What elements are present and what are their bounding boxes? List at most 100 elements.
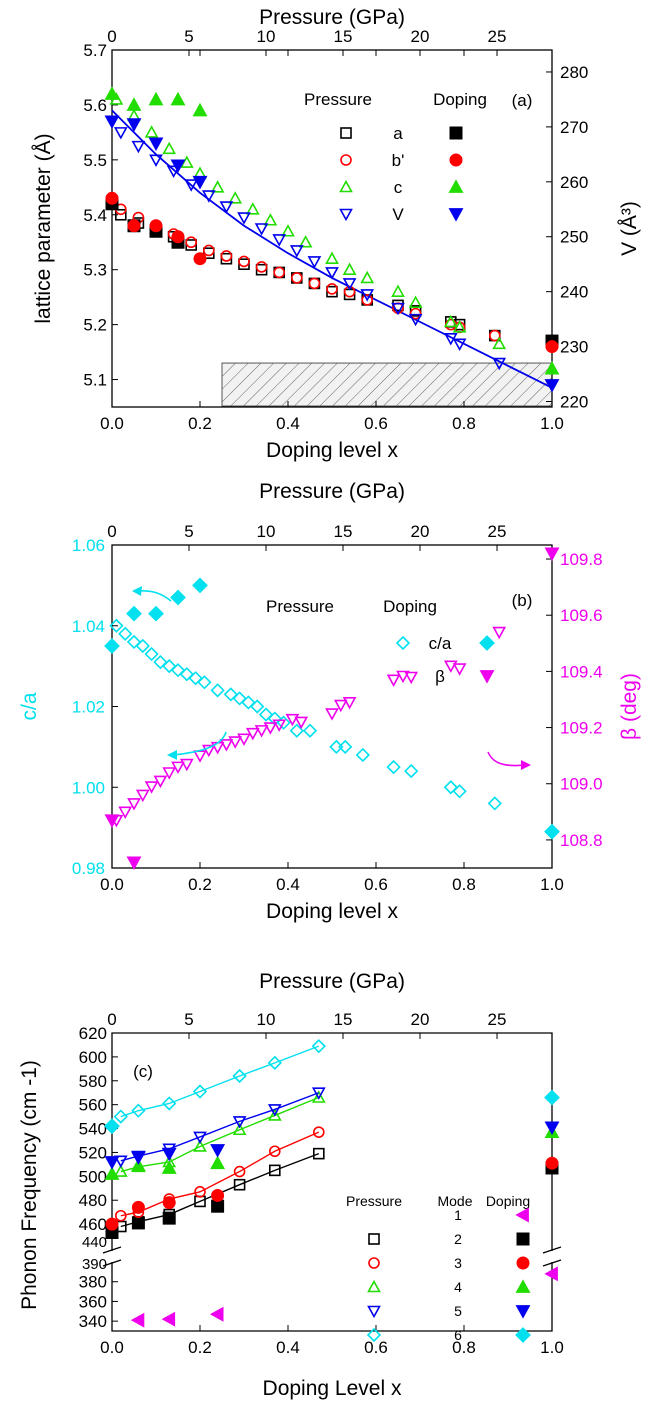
data-point-pressure-mode-3 xyxy=(233,1165,246,1178)
y-tick-label: 540 xyxy=(79,1120,107,1139)
y2-tick-label: 240 xyxy=(560,283,588,302)
data-point-pressure-3 xyxy=(325,267,339,280)
y2-tick-label: 109.8 xyxy=(560,550,603,569)
data-point-pressure-mode-5 xyxy=(311,1087,326,1100)
data-point-pressure-2 xyxy=(298,235,313,248)
x-tick-label: 0.8 xyxy=(452,1338,476,1357)
data-point-doping-mode-1 xyxy=(161,1311,176,1327)
legend-label: V xyxy=(392,205,404,224)
data-point-pressure-0 xyxy=(258,707,274,722)
data-point-pressure-mode-5 xyxy=(267,1104,282,1117)
y-axis-title: Phonon Frequency (cm -1) xyxy=(18,1060,41,1310)
data-point-pressure-mode-4 xyxy=(311,1090,326,1103)
x2-tick-label: 10 xyxy=(257,522,276,541)
data-point-pressure-3 xyxy=(272,234,287,247)
data-point-doping-7 xyxy=(126,118,142,132)
legend-marker-doping xyxy=(449,153,463,167)
y-tick-label: 580 xyxy=(79,1072,107,1091)
data-point-pressure-1 xyxy=(325,708,339,721)
x-axis-title: Doping Level x xyxy=(263,1377,402,1400)
data-point-pressure-3 xyxy=(201,190,216,203)
legend-header-doping: Doping xyxy=(383,597,437,616)
data-point-pressure-mode-6 xyxy=(232,1068,247,1084)
data-point-pressure-mode-4 xyxy=(113,1164,128,1177)
y2-tick-label: 250 xyxy=(560,228,588,247)
y2-tick-label: 109.2 xyxy=(560,719,603,738)
data-point-doping-mode-5 xyxy=(104,1156,120,1170)
legend-marker-pressure xyxy=(367,1279,381,1293)
data-point-doping-7 xyxy=(148,137,164,152)
data-point-pressure-1 xyxy=(237,733,251,746)
data-point-doping-mode-6 xyxy=(104,1118,120,1135)
data-point-doping-mode-5 xyxy=(161,1147,177,1162)
data-point-pressure-1 xyxy=(135,789,150,803)
legend-marker-doping xyxy=(515,1305,531,1319)
data-point-doping-2 xyxy=(192,577,208,594)
data-point-pressure-mode-6 xyxy=(131,1103,146,1118)
legend-marker-doping xyxy=(515,1207,529,1223)
data-point-doping-5 xyxy=(105,191,119,205)
legend-marker-pressure xyxy=(340,154,352,166)
data-point-pressure-1 xyxy=(118,806,133,819)
legend-mode-label: 3 xyxy=(454,1255,462,1271)
data-point-pressure-3 xyxy=(360,289,375,302)
legend-mode-label: 4 xyxy=(454,1279,462,1295)
legend-mode-label: 2 xyxy=(454,1231,462,1247)
data-point-pressure-mode-3 xyxy=(268,1145,281,1158)
data-point-doping-mode-4 xyxy=(210,1155,226,1170)
axis-break-mark xyxy=(102,1259,122,1267)
y2-tick-label: 109.6 xyxy=(560,606,603,625)
data-point-doping-2 xyxy=(126,605,142,622)
legend-header-pressure: Pressure xyxy=(304,90,372,109)
data-point-pressure-1 xyxy=(273,266,286,279)
x2-tick-label: 5 xyxy=(184,522,193,541)
y-tick-label: 520 xyxy=(79,1143,107,1162)
legend-marker-pressure xyxy=(340,127,352,139)
data-point-pressure-2 xyxy=(360,270,375,284)
panel-label: (c) xyxy=(133,1062,153,1081)
data-point-doping-5 xyxy=(149,219,163,233)
data-point-pressure-0 xyxy=(144,646,159,662)
data-point-pressure-1 xyxy=(179,758,194,772)
data-point-pressure-0 xyxy=(289,723,304,738)
y2-tick-label: 280 xyxy=(560,63,588,82)
x2-tick-label: 15 xyxy=(334,1010,353,1029)
data-point-pressure-1 xyxy=(285,713,300,727)
data-point-doping-7 xyxy=(192,175,208,190)
data-point-pressure-1 xyxy=(254,725,269,738)
data-point-doping-mode-3 xyxy=(162,1196,176,1210)
axis-break-mark xyxy=(542,1259,562,1267)
legend-marker-doping xyxy=(449,126,463,140)
panel-label: (a) xyxy=(512,91,533,110)
data-point-doping-mode-3 xyxy=(545,1156,559,1170)
data-point-doping-6 xyxy=(104,86,120,100)
data-point-pressure-0 xyxy=(355,747,370,763)
data-point-pressure-mode-6 xyxy=(162,1096,177,1111)
data-point-doping-6 xyxy=(544,360,560,375)
x2-axis-title: Pressure (GPa) xyxy=(259,6,405,29)
data-point-pressure-1 xyxy=(343,285,356,298)
x2-axis-title: Pressure (GPa) xyxy=(259,480,405,503)
data-point-pressure-mode-6 xyxy=(267,1055,282,1070)
data-point-pressure-3 xyxy=(113,127,128,140)
y-tick-label: 560 xyxy=(79,1096,107,1115)
data-point-pressure-2 xyxy=(228,191,243,204)
data-point-pressure-1 xyxy=(326,283,338,295)
data-point-doping-7 xyxy=(170,159,186,173)
x2-tick-label: 0 xyxy=(107,522,116,541)
x2-tick-label: 0 xyxy=(107,1010,116,1029)
data-point-doping-mode-1 xyxy=(544,1266,558,1282)
y2-tick-label: 109.0 xyxy=(560,775,603,794)
x2-tick-label: 15 xyxy=(334,27,353,46)
data-point-doping-6 xyxy=(192,102,208,117)
x-tick-label: 0.6 xyxy=(364,1338,388,1357)
data-point-pressure-1 xyxy=(203,244,215,257)
arrowhead xyxy=(521,760,531,770)
legend-mode-label: 6 xyxy=(454,1327,462,1343)
data-point-pressure-1 xyxy=(342,696,357,710)
y-tick-label: 5.6 xyxy=(83,96,107,115)
data-point-pressure-1 xyxy=(452,663,467,676)
data-point-doping-5 xyxy=(545,340,559,354)
data-point-pressure-2 xyxy=(443,314,458,328)
legend-label: a xyxy=(393,124,403,143)
